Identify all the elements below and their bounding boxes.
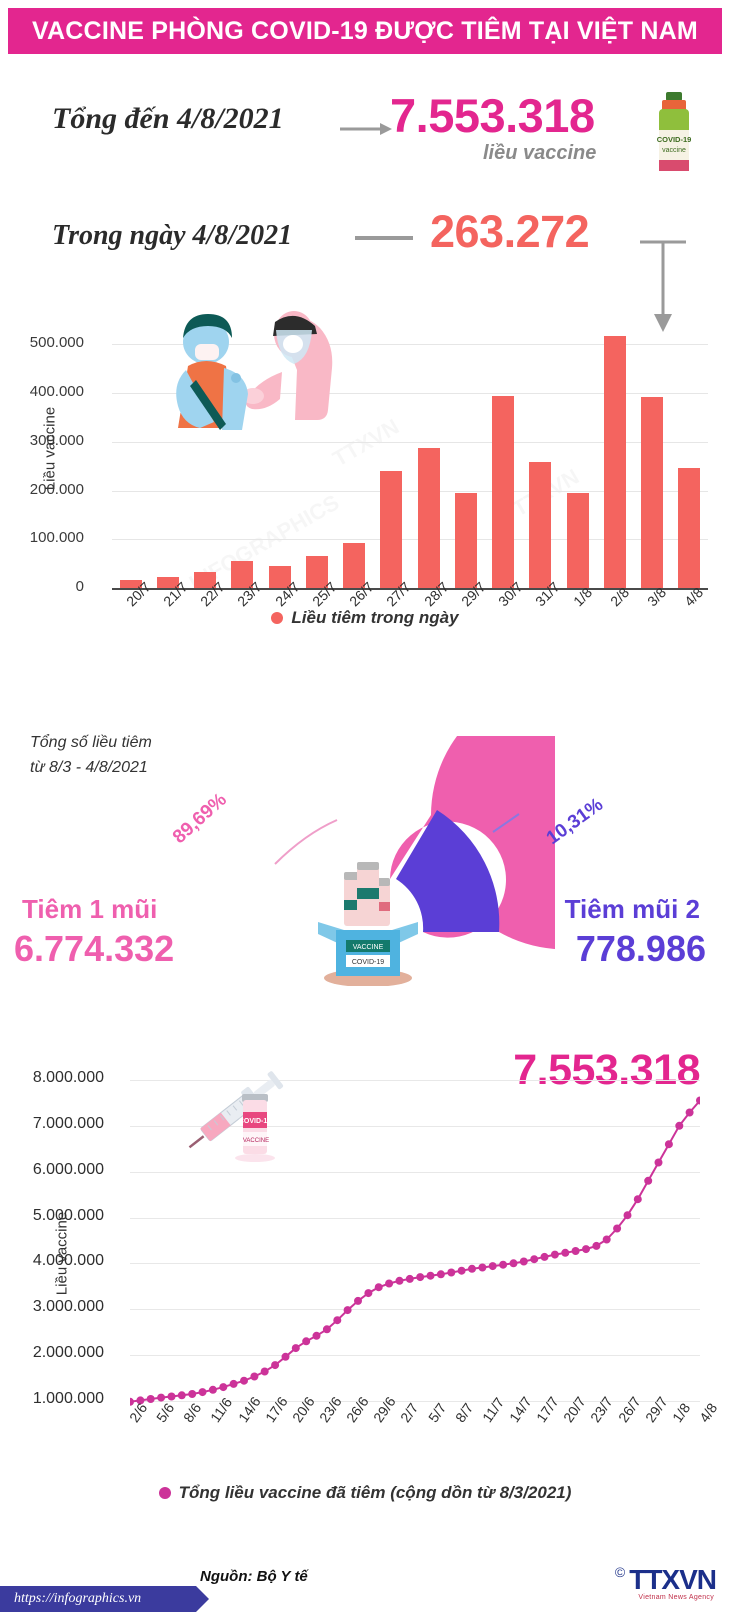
donut-slice-dose2 [396, 810, 500, 932]
header-banner: VACCINE PHÒNG COVID-19 ĐƯỢC TIÊM TẠI VIỆ… [8, 8, 722, 54]
bar-chart-y-tick: 300.000 [29, 431, 84, 449]
bar-chart-bar [119, 579, 142, 588]
daily-label: Trong ngày 4/8/2021 [52, 220, 293, 251]
bar-chart-y-tick: 200.000 [29, 480, 84, 498]
footer: Nguồn: Bộ Y tế https://infographics.vn ©… [0, 1540, 730, 1622]
bar-chart-gridline [112, 539, 708, 541]
line-chart-y-tick: 8.000.000 [32, 1069, 104, 1086]
daily-doses-bar-chart: Liều vaccine 0 100.000 200.000 300.000 400.0… [0, 310, 730, 660]
line-chart-y-tick: 6.000.000 [32, 1160, 104, 1178]
bar-chart-bar [380, 470, 403, 588]
dose1-value: 6.774.332 [14, 928, 175, 969]
line-chart-gridline [130, 1125, 700, 1127]
bar-chart-gridline [112, 344, 708, 346]
svg-text:COVID-19: COVID-19 [657, 135, 692, 144]
svg-text:VACCINE: VACCINE [243, 1138, 269, 1144]
legend-color-swatch [158, 1486, 171, 1499]
line-chart-gridline [130, 1355, 700, 1356]
arrow-down-icon [640, 240, 686, 332]
line-chart-y-tick: 2.000.000 [32, 1344, 104, 1361]
svg-text:COVID-19: COVID-19 [352, 959, 384, 966]
vaccine-vial-icon: COVID-19 vaccine [657, 92, 692, 171]
line-chart-y-tick: 5.000.000 [32, 1206, 104, 1224]
line-chart-gridline [130, 1171, 700, 1173]
vaccination-illustration [176, 311, 333, 430]
legend-color-swatch [271, 611, 284, 624]
bar-chart-y-tick: 400.000 [29, 383, 84, 401]
bar-chart-legend: Liều tiêm trong ngày [0, 608, 730, 628]
bar-chart-bar [566, 492, 589, 588]
copyright-symbol: © [614, 1564, 626, 1580]
line-chart-plot-area: 1.000.000 2.000.000 3.000.000 4.000.000 5.00… [33, 1069, 720, 1425]
dose2-value: 778.986 [575, 928, 706, 969]
donut-chart [274, 736, 555, 949]
dose1-label: Tiêm 1 mũi [22, 894, 158, 924]
bar-chart-bar [641, 397, 664, 588]
line-chart-y-tick: 4.000.000 [32, 1252, 104, 1270]
syringe-vial-illustration: COVID-19 VACCINE [188, 1071, 284, 1162]
daily-summary-row: Trong ngày 4/8/2021 263.272 [0, 206, 730, 332]
arrow-right-icon [340, 123, 392, 135]
svg-text:vaccine: vaccine [662, 147, 686, 154]
bar-chart-bar [194, 571, 217, 588]
connector-dash [355, 236, 413, 240]
bar-chart-bar [603, 335, 626, 588]
bar-chart-gridline [112, 393, 708, 395]
donut-slice-dose1 [390, 736, 555, 949]
bar-chart-bar [492, 396, 515, 588]
bar-chart-y-tick: 100.000 [29, 529, 84, 547]
bar-chart-y-tick: 0 [75, 578, 84, 595]
legend-label: Tổng liều vaccine đã tiêm (cộng dồn từ 8… [178, 1483, 572, 1502]
line-chart-legend: Tổng liều vaccine đã tiêm (cộng dồn từ 8… [0, 1483, 730, 1503]
line-chart-gridline [130, 1263, 700, 1265]
line-chart-gridline [130, 1309, 700, 1311]
line-chart-y-tick: 3.000.000 [32, 1298, 104, 1316]
bar-chart-bar [268, 566, 291, 588]
line-chart-y-tick: 1.000.000 [32, 1389, 104, 1407]
website-url-ribbon[interactable]: https://infographics.vn [0, 1586, 209, 1612]
page-title: VACCINE PHÒNG COVID-19 ĐƯỢC TIÊM TẠI VIỆ… [32, 16, 698, 45]
bar-chart-bar [454, 492, 477, 588]
agency-logo: © TTXVN Vietnam News Agency [614, 1564, 717, 1601]
bar-chart-gridline [112, 490, 708, 492]
total-summary-row: Tổng đến 4/8/2021 7.553.318 liều vaccine… [0, 89, 730, 182]
cumulative-total-value: 7.553.318 [513, 1046, 700, 1094]
svg-text:COVID-19: COVID-19 [239, 1118, 271, 1125]
website-url: https://infographics.vn [14, 1591, 142, 1606]
vaccine-box-illustration: VACCINE COVID-19 [318, 862, 418, 986]
line-chart-y-tick: 7.000.000 [32, 1114, 104, 1132]
legend-label: Liều tiêm trong ngày [291, 608, 459, 627]
total-value: 7.553.318 [390, 89, 595, 142]
dose-breakdown-section: Tổng số liều tiêm từ 8/3 - 4/8/2021 89,6… [0, 716, 730, 1016]
bar-chart-plot-area: 0 100.000 200.000 300.000 400.000 500.000 20/7… [30, 320, 708, 609]
daily-value: 263.272 [430, 206, 590, 257]
dose2-label: Tiêm mũi 2 [564, 894, 700, 924]
total-unit-label: liều vaccine [483, 142, 597, 164]
bar-chart-y-tick: 500.000 [29, 334, 84, 352]
line-chart-series [130, 1096, 700, 1406]
agency-subtitle: Vietnam News Agency [638, 1594, 714, 1601]
line-chart-gridline [130, 1080, 700, 1081]
total-label: Tổng đến 4/8/2021 [52, 102, 284, 135]
svg-text:VACCINE: VACCINE [353, 944, 384, 951]
bar-chart-bar [156, 577, 179, 588]
bar-chart-bar [343, 542, 366, 588]
bar-chart-bar [305, 555, 328, 588]
cumulative-doses-line-chart: 7.553.318 Liều vaccine 1.000.000 2.000.00… [0, 1040, 730, 1510]
bar-chart-bar [417, 447, 440, 588]
agency-name: TTXVN [629, 1564, 717, 1595]
bar-chart-bar [678, 467, 701, 588]
donut-caption-line2: từ 8/3 - 4/8/2021 [30, 759, 148, 776]
bar-chart-gridline [112, 441, 708, 443]
donut-caption-line1: Tổng số liều tiêm [30, 734, 152, 751]
line-chart-gridline [130, 1400, 700, 1402]
bar-chart-x-axis [112, 588, 708, 590]
donut-caption: Tổng số liều tiêm từ 8/3 - 4/8/2021 [30, 730, 152, 780]
line-chart-gridline [130, 1217, 700, 1219]
bar-chart-bar [529, 462, 552, 588]
source-label: Nguồn: Bộ Y tế [200, 1568, 308, 1585]
bar-chart-bar [231, 561, 254, 588]
